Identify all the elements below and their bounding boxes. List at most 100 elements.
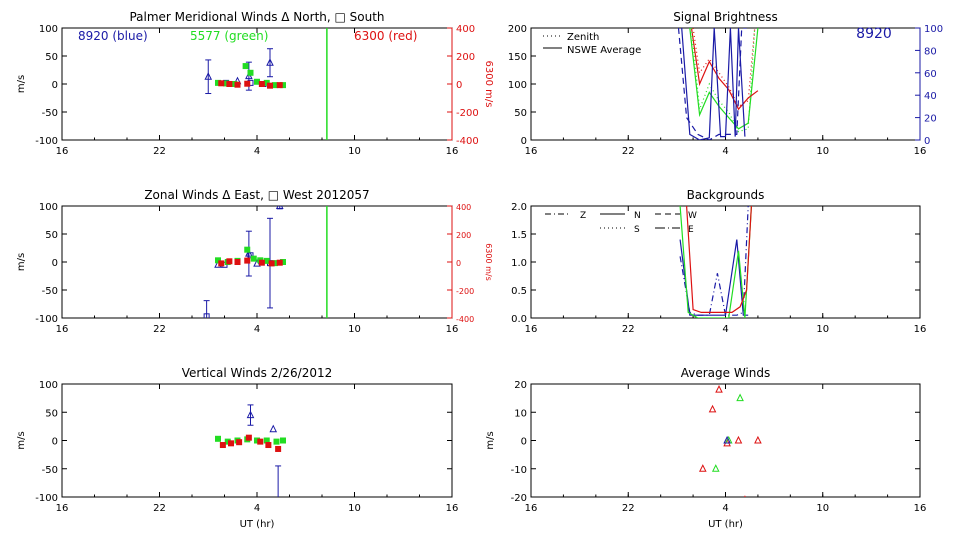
- x-tick-label: 4: [722, 324, 728, 335]
- y-tick-label: 10: [514, 408, 527, 419]
- series-line-green: [679, 206, 752, 318]
- x-tick-label: 16: [446, 324, 459, 335]
- y-tick-label: 100: [39, 24, 58, 35]
- data-point-triangle: [204, 72, 213, 80]
- x-tick-label: 16: [446, 503, 459, 514]
- plot-area: [203, 206, 328, 318]
- data-point-triangle: [754, 435, 762, 444]
- chart-title: Signal Brightness: [673, 10, 778, 24]
- legend-label-W: W: [688, 211, 697, 221]
- data-point-triangle: [708, 404, 717, 413]
- y-tick-label: -20: [511, 493, 527, 504]
- data-point-filled: [265, 442, 272, 449]
- y-tick-label: -100: [35, 136, 58, 147]
- y2-tick-label: 100: [924, 24, 943, 35]
- x-tick-label: 16: [56, 146, 69, 157]
- plot-area: [698, 385, 762, 497]
- data-point-square: [203, 313, 210, 318]
- plot-area: [677, 28, 759, 140]
- series-line-red-NSWE: [690, 28, 759, 111]
- chart-title: Palmer Meridional Winds Δ North, □ South: [129, 10, 384, 24]
- chart-p3: Zonal Winds Δ East, □ West 2012057 16 22 4 1…: [16, 188, 493, 335]
- data-point-filled: [234, 259, 241, 265]
- data-point-triangle: [711, 464, 720, 472]
- x-tick-label: 16: [525, 146, 538, 157]
- y-axis-label: m/s: [16, 253, 27, 271]
- data-point-filled: [267, 82, 273, 89]
- y2-tick-label: 200: [456, 231, 471, 240]
- chart-title: Average Winds: [681, 366, 771, 380]
- y-tick-label: 0: [52, 258, 58, 269]
- data-point-square: [247, 252, 254, 259]
- data-point-filled: [245, 434, 252, 441]
- data-point-triangle: [275, 206, 284, 209]
- chart-title: Backgrounds: [687, 188, 765, 202]
- data-point-filled: [276, 82, 283, 89]
- data-point-filled: [226, 258, 233, 265]
- legend-label-red: 6300 (red): [354, 29, 417, 43]
- y-tick-label: 50: [45, 230, 58, 241]
- x-tick-label: 16: [914, 324, 927, 335]
- legend-label-green: 5577 (green): [190, 29, 268, 43]
- y2-tick-label: 200: [456, 52, 475, 63]
- legend-label-zenith: Zenith: [567, 32, 599, 43]
- y-axis-label: m/s: [16, 431, 27, 449]
- y-tick-label: 150: [508, 52, 527, 63]
- data-point-filled: [276, 259, 283, 266]
- y-tick-label: 0: [52, 80, 58, 91]
- data-point-triangle: [723, 435, 731, 444]
- y-tick-label: 50: [45, 52, 58, 63]
- data-point-filled: [254, 78, 260, 85]
- series-line-green-NSWE: [689, 28, 759, 130]
- data-point-filled: [219, 442, 226, 449]
- y2-tick-label: -400: [456, 136, 479, 147]
- y2-tick-label: -400: [456, 315, 474, 324]
- x-tick-label: 22: [153, 503, 166, 514]
- x-tick-label: 4: [254, 503, 260, 514]
- y2-tick-label: -200: [456, 108, 479, 119]
- y-axis-label: m/s: [16, 75, 27, 93]
- data-point-triangle: [246, 410, 255, 419]
- data-point-filled: [275, 445, 282, 452]
- x-tick-label: 10: [348, 503, 361, 514]
- y2-tick-label: 80: [924, 46, 937, 57]
- data-point-filled: [218, 80, 225, 87]
- y-tick-label: 1.5: [511, 230, 527, 241]
- data-point-filled: [247, 69, 254, 76]
- y2-tick-label: 40: [924, 91, 937, 102]
- x-tick-label: 4: [722, 503, 728, 514]
- y-tick-label: 50: [514, 108, 527, 119]
- x-tick-label: 4: [254, 324, 260, 335]
- legend-label-E: E: [688, 225, 694, 235]
- data-point-filled: [273, 438, 280, 445]
- y-tick-label: -10: [511, 465, 527, 476]
- y-tick-label: 50: [45, 408, 58, 419]
- data-point-filled: [250, 255, 257, 262]
- y2-tick-label: 20: [924, 114, 937, 125]
- y-tick-label: 0: [521, 136, 527, 147]
- data-point-filled: [258, 259, 265, 266]
- data-point-filled: [234, 81, 241, 88]
- wavelength-label: 8920: [856, 26, 892, 42]
- y-tick-label: -50: [42, 286, 58, 297]
- y-tick-label: -100: [35, 493, 58, 504]
- data-point-filled: [244, 257, 251, 264]
- x-axis-label: UT (hr): [708, 519, 743, 530]
- data-point-filled: [268, 260, 275, 267]
- plot-area: [215, 404, 286, 497]
- data-point-triangle: [734, 435, 743, 444]
- series-line-red-zenith: [692, 28, 756, 108]
- chart-title: Vertical Winds 2/26/2012: [182, 366, 333, 380]
- series-line-blue-NSWE: [681, 28, 746, 140]
- data-point-filled: [218, 260, 225, 267]
- y-tick-label: 1.0: [511, 258, 527, 269]
- y2-axis-label: 6300 m/s: [483, 61, 494, 108]
- data-point-filled: [257, 438, 264, 445]
- x-tick-label: 22: [622, 146, 635, 157]
- series-line-red: [686, 206, 752, 313]
- data-point-filled: [215, 435, 221, 442]
- y2-tick-label: 0: [456, 80, 462, 91]
- x-tick-label: 22: [622, 503, 635, 514]
- legend-label-blue: 8920 (blue): [78, 29, 148, 43]
